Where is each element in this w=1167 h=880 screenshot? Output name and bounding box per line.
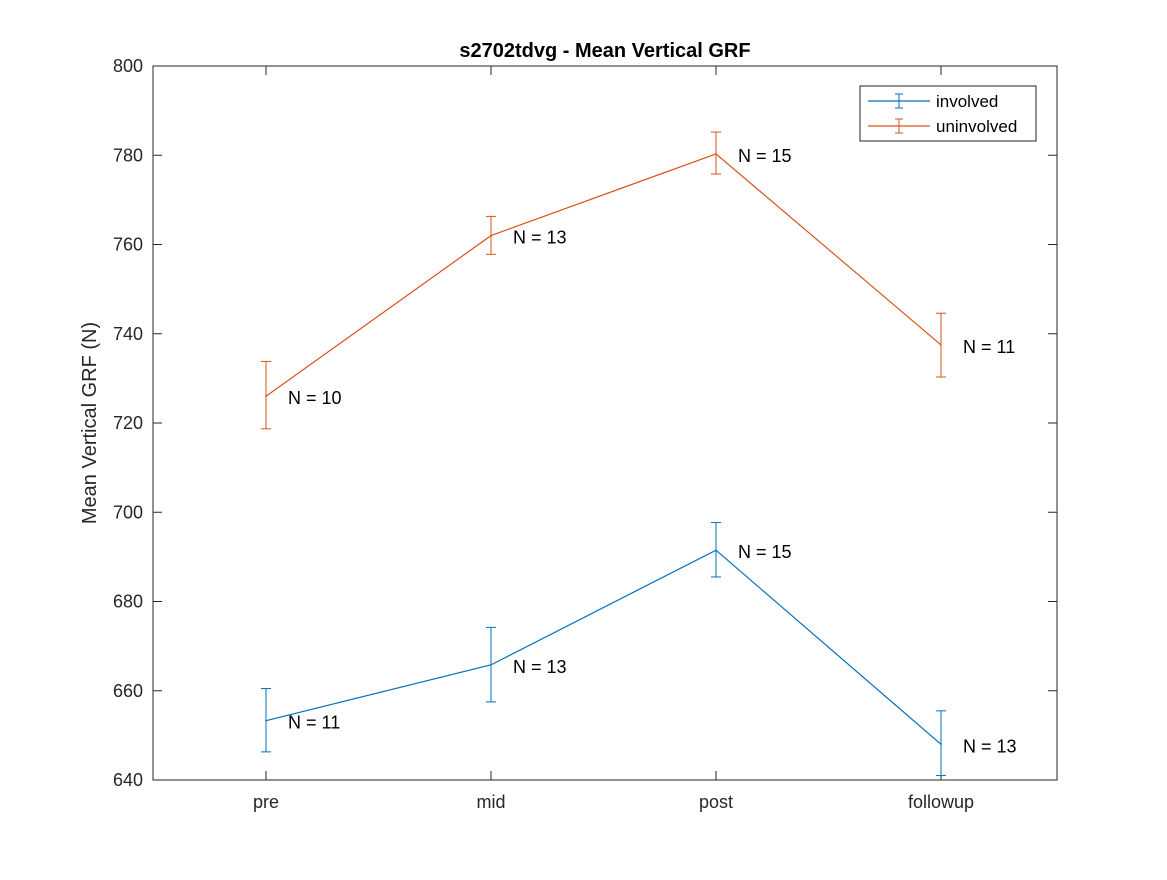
- data-label: N = 13: [513, 657, 567, 677]
- legend-box: [859, 85, 1037, 142]
- y-tick-label: 680: [113, 592, 143, 612]
- data-label: N = 15: [738, 542, 792, 562]
- data-label: N = 11: [963, 337, 1015, 357]
- data-point: [715, 153, 717, 155]
- x-tick-label: followup: [908, 792, 974, 812]
- data-label: N = 13: [513, 228, 567, 248]
- series-involved: N = 11 N = 13 N = 15 N = 13: [261, 522, 1017, 777]
- y-tick-label: 700: [113, 502, 143, 522]
- x-tick-label: pre: [253, 792, 279, 812]
- legend-label: involved: [936, 92, 998, 111]
- y-tick-label: 640: [113, 770, 143, 790]
- legend-label: uninvolved: [936, 117, 1017, 136]
- axes: 640 660 680 700 720 740 760 780 800 pre mid post fol…: [113, 56, 1057, 812]
- y-tick-label: 780: [113, 145, 143, 165]
- data-label: N = 11: [288, 713, 340, 733]
- data-point: [265, 395, 267, 398]
- legend: involved uninvolved: [859, 85, 1037, 142]
- x-tick-label: mid: [476, 792, 505, 812]
- series-line: [265, 153, 942, 397]
- chart-title: s2702tdvg - Mean Vertical GRF: [459, 40, 750, 62]
- y-axis-label: Mean Vertical GRF (N): [79, 322, 101, 524]
- data-label: N = 13: [963, 736, 1017, 756]
- y-tick-label: 740: [113, 324, 143, 344]
- data-point: [490, 234, 492, 237]
- x-tick-label: post: [699, 792, 733, 812]
- data-point: [490, 664, 492, 666]
- plot-area: [152, 65, 1058, 781]
- y-tick-label: 760: [113, 235, 143, 255]
- y-tick-label: 720: [113, 413, 143, 433]
- data-point: [715, 549, 717, 551]
- series-line: [265, 549, 942, 745]
- y-tick-label: 660: [113, 681, 143, 701]
- data-point: [940, 344, 942, 346]
- data-label: N = 15: [738, 146, 792, 166]
- data-point: [940, 743, 942, 746]
- y-tick-label: 800: [113, 56, 143, 76]
- data-label: N = 10: [288, 388, 342, 408]
- data-point: [265, 719, 267, 722]
- series-group: N = 11N = 13N = 15N = 13N = 10N = 13N = …: [261, 131, 1017, 777]
- series-uninvolved: N = 10 N = 13 N = 15 N = 11: [261, 131, 1015, 430]
